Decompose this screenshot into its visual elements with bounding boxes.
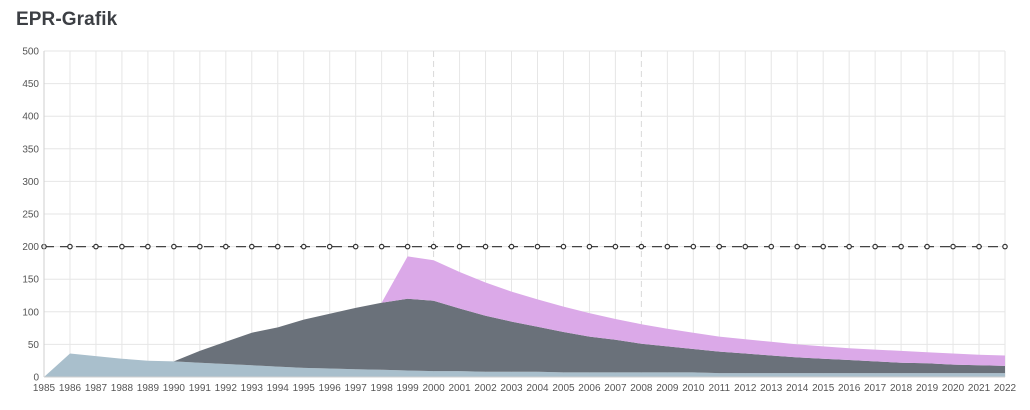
reference-marker-1998 xyxy=(378,243,385,250)
reference-marker-2021 xyxy=(976,243,982,250)
reference-marker-2013 xyxy=(768,243,775,250)
x-tick-label: 1989 xyxy=(137,383,160,394)
reference-marker-1996 xyxy=(326,243,333,250)
reference-line-group xyxy=(41,243,1008,250)
y-tick-label: 200 xyxy=(22,242,39,253)
reference-marker-2020 xyxy=(950,243,956,250)
x-tick-label: 2015 xyxy=(812,383,835,394)
x-tick-label: 1986 xyxy=(59,383,82,394)
reference-marker-2008 xyxy=(638,243,645,250)
series-area-1 xyxy=(44,353,1005,377)
x-tick-label: 1996 xyxy=(319,383,342,394)
x-tick-label: 2011 xyxy=(709,383,731,394)
x-tick-label: 2000 xyxy=(422,383,445,394)
reference-marker-2004 xyxy=(534,243,541,250)
x-tick-label: 2004 xyxy=(526,383,549,394)
reference-marker-1997 xyxy=(352,243,359,250)
x-tick-label: 2020 xyxy=(942,383,965,394)
x-tick-label: 2019 xyxy=(916,383,939,394)
y-tick-label: 400 xyxy=(22,112,39,123)
y-tick-label: 50 xyxy=(28,340,40,351)
x-tick-label: 2009 xyxy=(656,383,679,394)
reference-marker-2014 xyxy=(794,243,801,250)
chart-grid xyxy=(43,50,1006,378)
x-tick-label: 1992 xyxy=(215,383,238,394)
y-tick-label: 150 xyxy=(22,275,39,286)
reference-marker-1990 xyxy=(171,243,177,250)
x-tick-label: 1999 xyxy=(396,383,419,394)
reference-marker-2006 xyxy=(586,243,593,250)
x-tick-label: 2014 xyxy=(786,383,809,394)
reference-marker-2018 xyxy=(898,243,904,250)
x-tick-label: 1993 xyxy=(241,383,264,394)
x-tick-label: 2017 xyxy=(864,383,887,394)
reference-marker-1991 xyxy=(197,243,203,250)
x-axis: 1985 1986 1987 1988 1989 1990 1991 1992 1993 1994… xyxy=(33,376,1017,394)
reference-marker-2016 xyxy=(846,243,852,250)
y-tick-label: 450 xyxy=(22,79,39,90)
x-tick-label: 1990 xyxy=(163,383,186,394)
reference-marker-2022 xyxy=(1002,243,1008,250)
reference-marker-2001 xyxy=(456,243,463,250)
x-tick-label: 2003 xyxy=(500,383,523,394)
reference-marker-2010 xyxy=(690,243,697,250)
x-tick-label: 1988 xyxy=(111,383,134,394)
series-area-3 xyxy=(381,256,1006,366)
x-tick-label: 1994 xyxy=(267,383,290,394)
reference-marker-1994 xyxy=(274,243,281,250)
x-tick-label: 2012 xyxy=(734,383,757,394)
x-tick-label: 1991 xyxy=(189,383,212,394)
x-tick-label: 2005 xyxy=(552,383,575,394)
reference-marker-1987 xyxy=(93,243,99,250)
reference-marker-2011 xyxy=(716,243,723,250)
reference-marker-2007 xyxy=(612,243,619,250)
x-tick-label: 2021 xyxy=(968,383,991,394)
x-tick-label: 2001 xyxy=(448,383,471,394)
x-tick-label: 2016 xyxy=(838,383,861,394)
reference-marker-1995 xyxy=(300,243,307,250)
x-tick-label: 1985 xyxy=(33,383,56,394)
reference-marker-2005 xyxy=(560,243,567,250)
reference-marker-1993 xyxy=(248,243,255,250)
y-tick-label: 350 xyxy=(22,144,39,155)
x-tick-label: 1998 xyxy=(371,383,394,394)
reference-marker-2002 xyxy=(482,243,489,250)
x-tick-label: 2018 xyxy=(890,383,913,394)
x-tick-label: 1995 xyxy=(293,383,316,394)
page-title: EPR-Grafik xyxy=(16,9,118,30)
x-tick-label: 2006 xyxy=(578,383,601,394)
y-axis: 0 50 100 150 200 250 300 350 400 450 500 xyxy=(22,47,45,384)
reference-marker-2003 xyxy=(508,243,515,250)
chart-areas xyxy=(44,256,1006,377)
y-tick-label: 500 xyxy=(22,47,39,58)
reference-marker-2015 xyxy=(820,243,826,250)
x-tick-label: 2002 xyxy=(474,383,497,394)
reference-marker-1992 xyxy=(223,243,229,250)
y-tick-label: 250 xyxy=(22,210,39,221)
reference-marker-1989 xyxy=(145,243,151,250)
reference-marker-2000 xyxy=(430,243,437,250)
y-tick-label: 0 xyxy=(33,373,39,384)
x-tick-label: 2013 xyxy=(760,383,783,394)
x-tick-label: 2022 xyxy=(994,383,1017,394)
reference-marker-1999 xyxy=(404,243,411,250)
x-tick-label: 2010 xyxy=(682,383,705,394)
reference-marker-2019 xyxy=(924,243,930,250)
reference-marker-2017 xyxy=(872,243,878,250)
series-area-2 xyxy=(173,298,1005,374)
y-tick-label: 300 xyxy=(22,177,39,188)
x-tick-label: 1997 xyxy=(345,383,368,394)
reference-marker-2009 xyxy=(664,243,671,250)
y-tick-label: 100 xyxy=(22,307,39,318)
x-tick-label: 1987 xyxy=(85,383,108,394)
reference-marker-1988 xyxy=(119,243,125,250)
x-tick-label: 2008 xyxy=(630,383,653,394)
x-tick-label: 2007 xyxy=(604,383,627,394)
reference-marker-2012 xyxy=(742,243,749,250)
reference-marker-1986 xyxy=(67,243,73,250)
